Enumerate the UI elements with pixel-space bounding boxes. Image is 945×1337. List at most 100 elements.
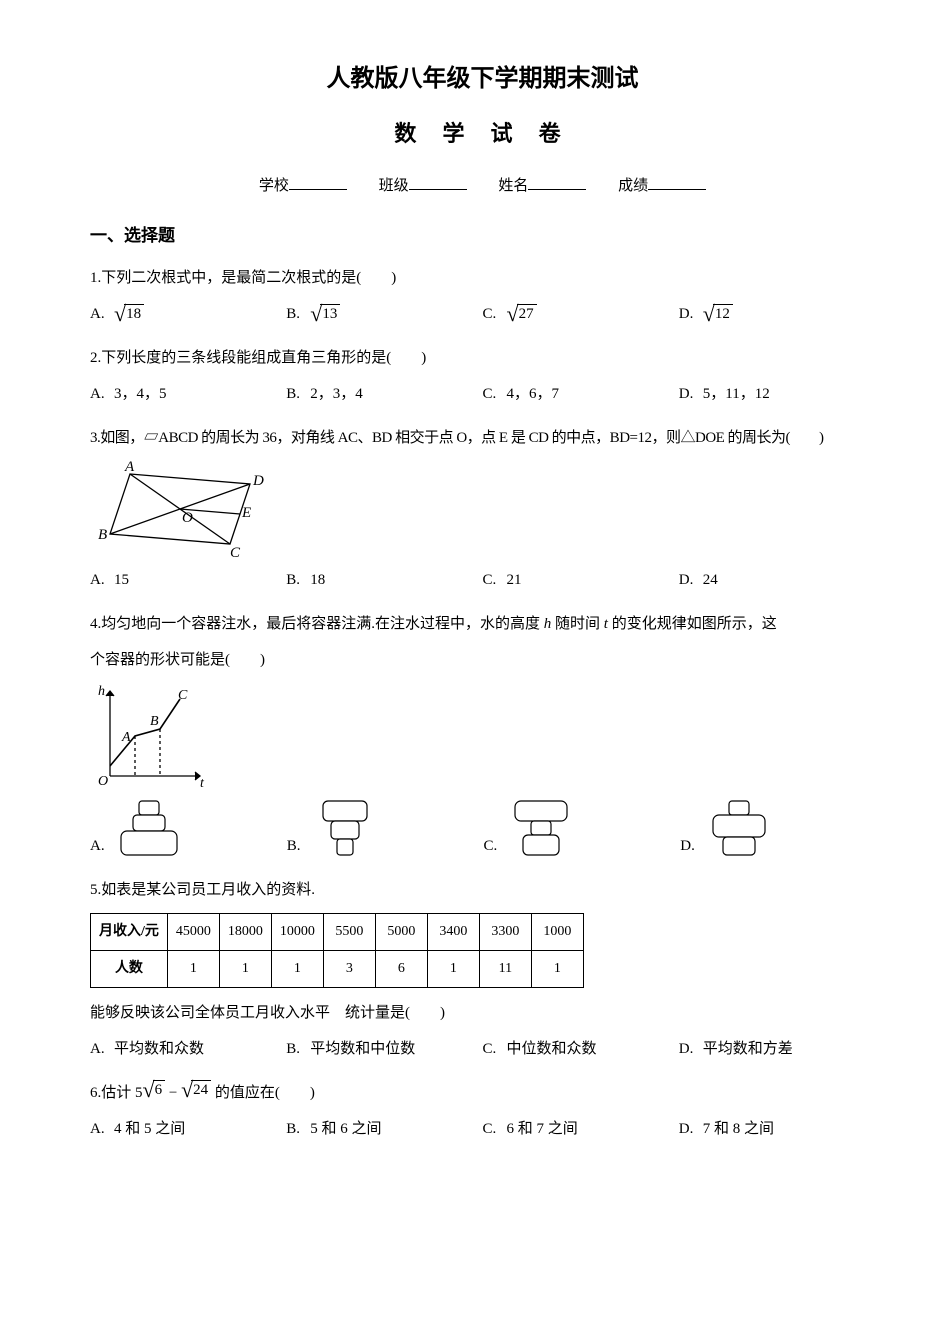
q5-b-val: 平均数和中位数 (310, 1034, 415, 1064)
q4-d-label: D. (680, 831, 695, 861)
q6-stem-a: 6.估计 5 (90, 1085, 143, 1101)
q2-d-label: D. (679, 379, 699, 409)
q5-c2: 10000 (271, 913, 323, 950)
q4-stem-b: 随时间 (551, 616, 604, 632)
q1-a-val: 18 (124, 304, 144, 323)
sub-title: 数 学 试 卷 (90, 116, 875, 151)
q6-d-val: 7 和 8 之间 (703, 1114, 774, 1144)
q2-a-val: 3，4，5 (114, 379, 167, 409)
q5-th-count: 人数 (91, 950, 168, 987)
student-info-line: 学校 班级 姓名 成绩 (90, 174, 875, 198)
q6-option-a: A.4 和 5 之间 (90, 1114, 286, 1144)
q2-stem: 2.下列长度的三条线段能组成直角三角形的是( ) (90, 343, 875, 373)
q6-option-c: C.6 和 7 之间 (483, 1114, 679, 1144)
q1-option-d: D. √12 (679, 299, 875, 329)
q6-d-label: D. (679, 1114, 699, 1144)
q1-c-val: 27 (517, 304, 537, 323)
q5-option-c: C.中位数和众数 (483, 1034, 679, 1064)
q5-c0: 45000 (167, 913, 219, 950)
question-6: 6.估计 5√6 − √24 的值应在( ) A.4 和 5 之间 B.5 和 … (90, 1078, 875, 1144)
q4-point-b: B (150, 714, 159, 729)
q4-b-label: B. (287, 831, 301, 861)
q1-b-label: B. (286, 299, 306, 329)
q5-n1: 1 (219, 950, 271, 987)
q4-axis-h: h (98, 684, 105, 699)
vessel-d-icon (699, 797, 779, 861)
q5-a-val: 平均数和众数 (114, 1034, 204, 1064)
sqrt-icon: √6 (143, 1080, 166, 1100)
q4-stem: 4.均匀地向一个容器注水，最后将容器注满.在注水过程中，水的高度 h 随时间 t… (90, 609, 875, 639)
q5-b-label: B. (286, 1034, 306, 1064)
q5-stem-top: 5.如表是某公司员工月收入的资料. (90, 875, 875, 905)
vessel-a-icon (109, 797, 189, 861)
q1-option-a: A. √18 (90, 299, 286, 329)
q1-d-val: 12 (713, 304, 733, 323)
sqrt-icon: √18 (114, 304, 144, 324)
vessel-b-icon (305, 797, 385, 861)
q6-a-val: 4 和 5 之间 (114, 1114, 185, 1144)
q6-c-val: 6 和 7 之间 (507, 1114, 578, 1144)
q6-sqrt24: 24 (191, 1080, 211, 1099)
q6-b-val: 5 和 6 之间 (310, 1114, 381, 1144)
q1-b-val: 13 (320, 304, 340, 323)
q5-c5: 3400 (427, 913, 479, 950)
q3-option-d: D.24 (679, 565, 875, 595)
q5-table: 月收入/元 45000 18000 10000 5500 5000 3400 3… (90, 913, 584, 988)
q3-label-a: A (124, 459, 135, 475)
q6-stem-b: 的值应在( ) (211, 1085, 315, 1101)
q6-b-label: B. (286, 1114, 306, 1144)
q5-d-val: 平均数和方差 (703, 1034, 793, 1064)
sqrt-icon: √24 (181, 1080, 211, 1100)
q4-stem-a: 4.均匀地向一个容器注水，最后将容器注满.在注水过程中，水的高度 (90, 616, 544, 632)
q6-option-b: B.5 和 6 之间 (286, 1114, 482, 1144)
q1-d-label: D. (679, 299, 699, 329)
q5-a-label: A. (90, 1034, 110, 1064)
q5-option-b: B.平均数和中位数 (286, 1034, 482, 1064)
q3-label-b: B (98, 527, 107, 543)
q5-n0: 1 (167, 950, 219, 987)
table-row: 人数 1 1 1 3 6 1 11 1 (91, 950, 584, 987)
q1-a-label: A. (90, 299, 110, 329)
q2-option-c: C.4，6，7 (483, 379, 679, 409)
q3-c-val: 21 (507, 565, 522, 595)
q3-figure: A D C B O E (90, 459, 875, 559)
q5-n4: 6 (375, 950, 427, 987)
q5-c1: 18000 (219, 913, 271, 950)
q3-c-label: C. (483, 565, 503, 595)
q5-n6: 11 (479, 950, 531, 987)
q5-n7: 1 (531, 950, 583, 987)
q3-stem: 3.如图，▱ABCD 的周长为 36，对角线 AC、BD 相交于点 O，点 E … (90, 423, 875, 453)
q5-th-income: 月收入/元 (91, 913, 168, 950)
q4-stem-2: 个容器的形状可能是( ) (90, 645, 875, 675)
q6-stem: 6.估计 5√6 − √24 的值应在( ) (90, 1078, 875, 1108)
q4-origin: O (98, 774, 108, 789)
q4-graph: h t O A B C (90, 681, 875, 791)
q6-minus: − (165, 1085, 181, 1101)
q6-a-label: A. (90, 1114, 110, 1144)
sqrt-icon: √13 (310, 304, 340, 324)
q5-option-d: D.平均数和方差 (679, 1034, 875, 1064)
q3-option-b: B.18 (286, 565, 482, 595)
q5-c-label: C. (483, 1034, 503, 1064)
q3-d-val: 24 (703, 565, 718, 595)
q5-n3: 3 (323, 950, 375, 987)
q1-c-label: C. (483, 299, 503, 329)
q5-n5: 1 (427, 950, 479, 987)
q5-c7: 1000 (531, 913, 583, 950)
q6-c-label: C. (483, 1114, 503, 1144)
main-title: 人教版八年级下学期期末测试 (90, 60, 875, 98)
q2-b-label: B. (286, 379, 306, 409)
q2-c-label: C. (483, 379, 503, 409)
q5-stem-bottom: 能够反映该公司全体员工月收入水平 统计量是( ) (90, 998, 875, 1028)
section-1-heading: 一、选择题 (90, 222, 875, 249)
q4-option-a: A. (90, 797, 285, 861)
sqrt-icon: √27 (507, 304, 537, 324)
q2-b-val: 2，3，4 (310, 379, 363, 409)
q4-stem-c: 的变化规律如图所示，这 (608, 616, 777, 632)
label-class: 班级 (379, 178, 409, 194)
blank-score (648, 189, 706, 190)
q2-c-val: 4，6，7 (507, 379, 560, 409)
q3-d-label: D. (679, 565, 699, 595)
q3-a-val: 15 (114, 565, 129, 595)
label-score: 成绩 (618, 178, 648, 194)
